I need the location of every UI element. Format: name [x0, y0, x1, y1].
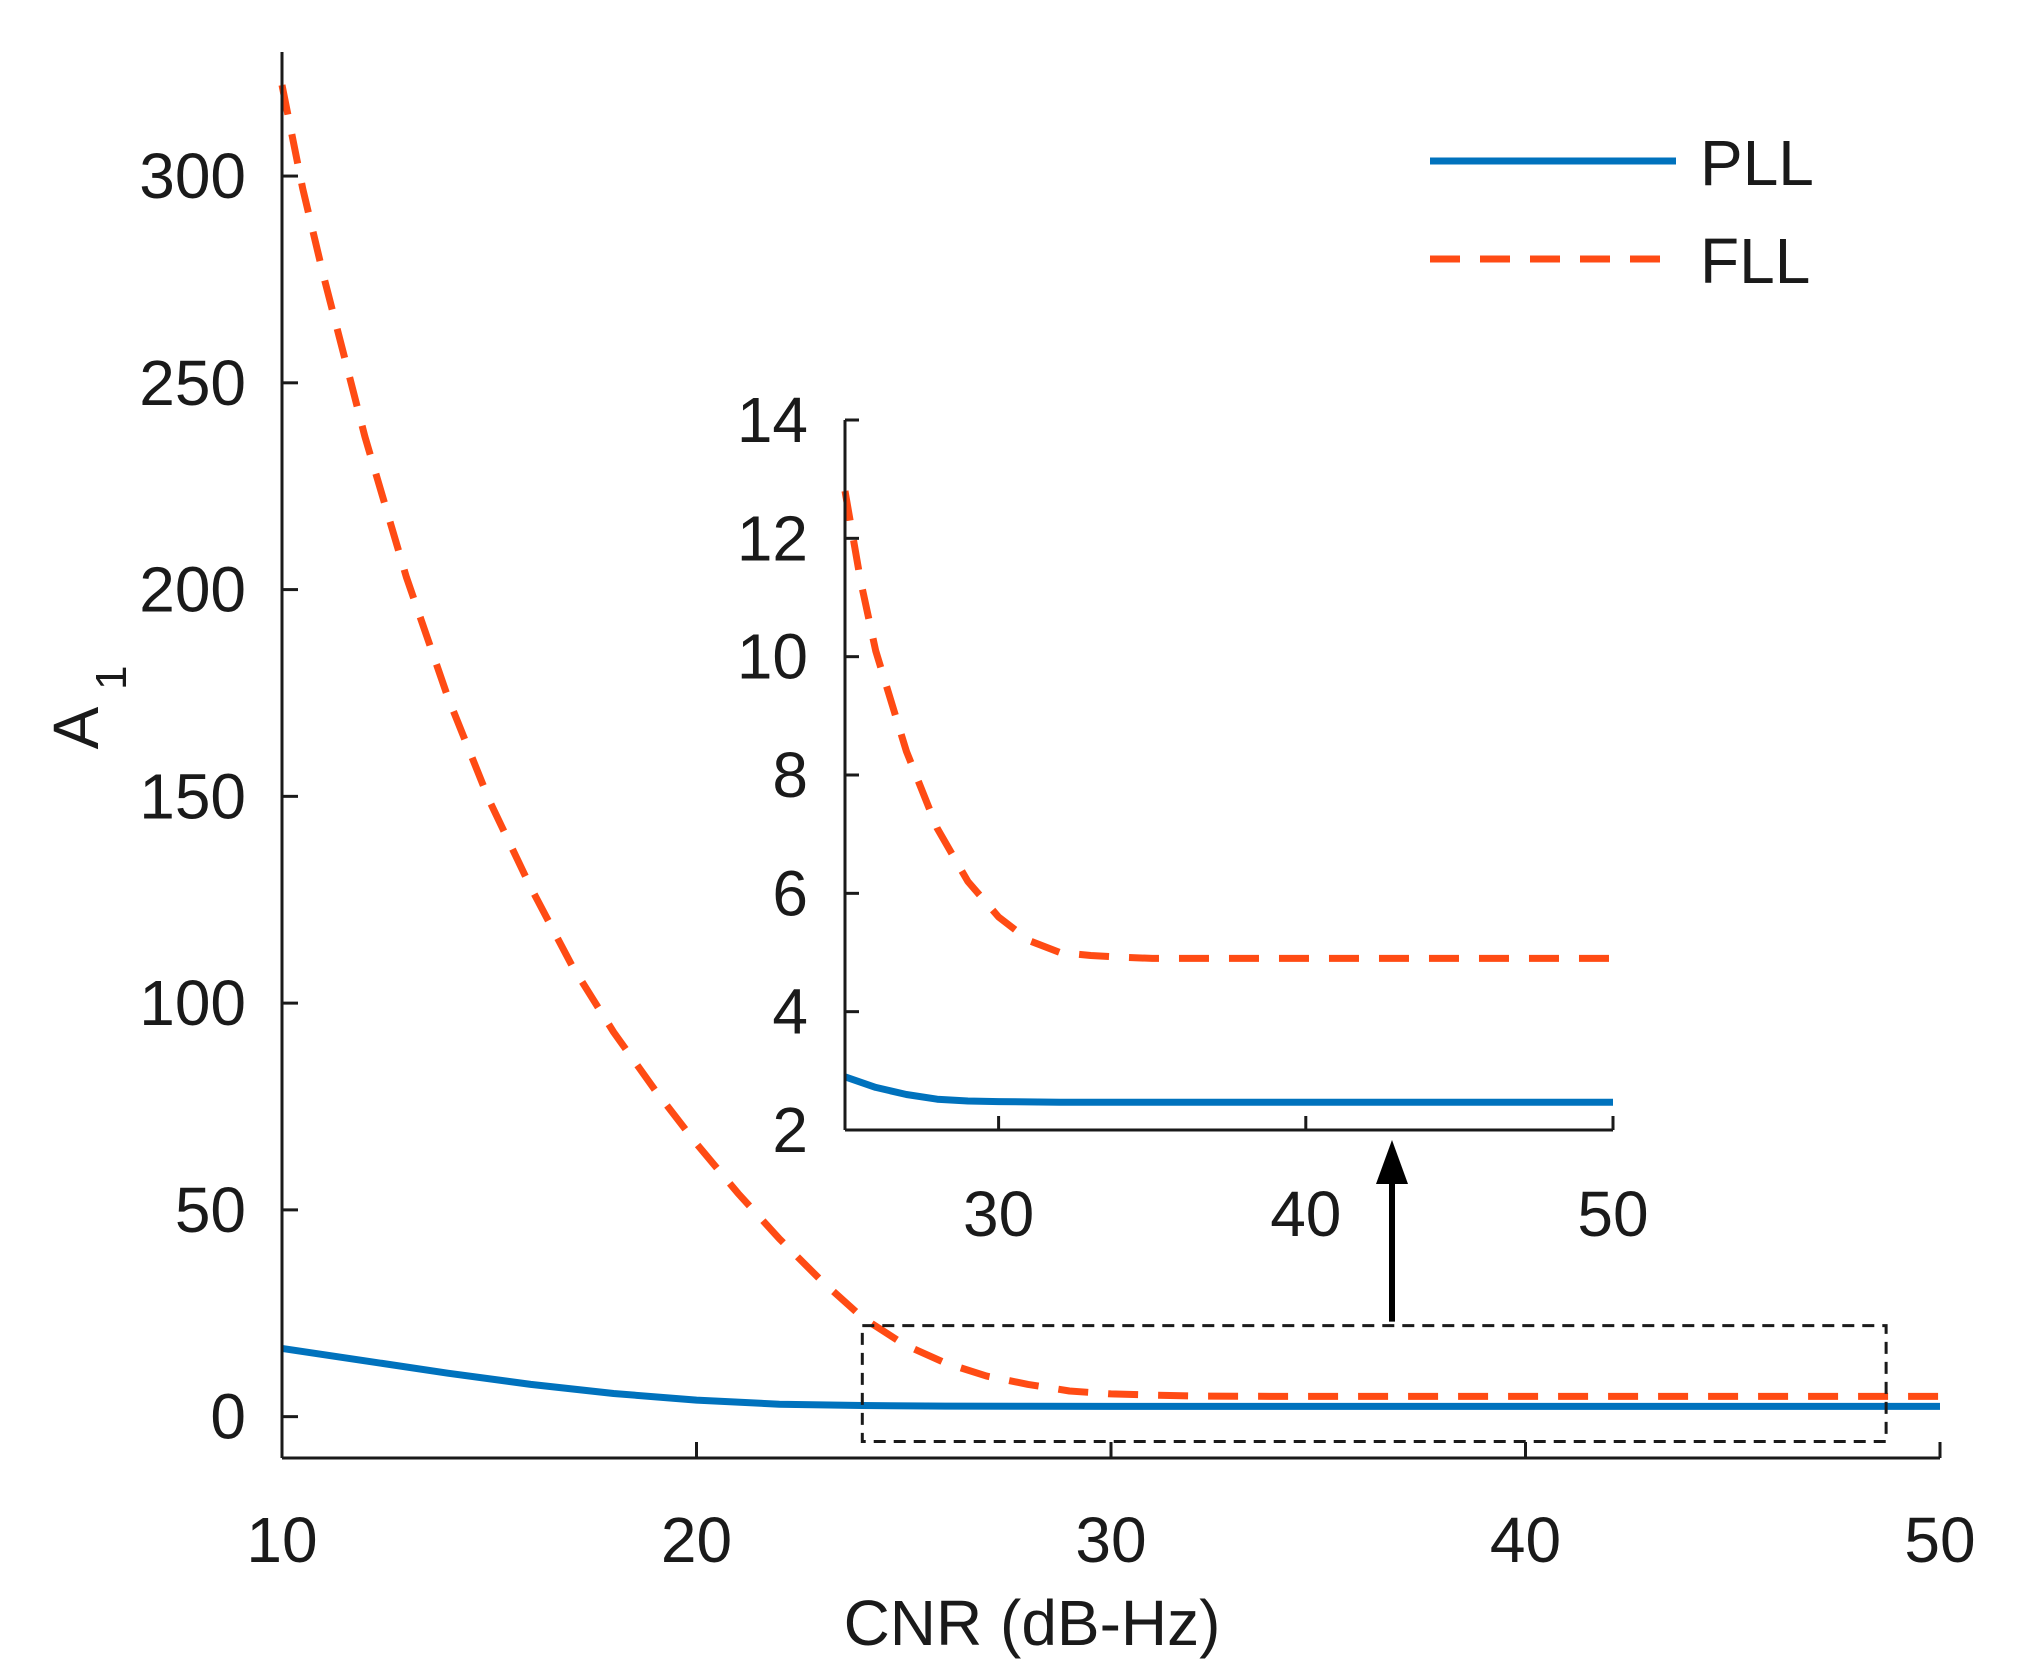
inset-y-tick-label: 6	[772, 857, 808, 929]
main-x-tick-label: 20	[661, 1504, 732, 1576]
inset-plot: 30 40 50 2 4 6 8 10 12 14	[737, 384, 1649, 1250]
inset-x-tick-label: 30	[963, 1178, 1034, 1250]
inset-y-tick-label: 12	[737, 502, 808, 574]
inset-series-fll	[841, 490, 1613, 962]
inset-series-pll	[843, 1073, 1613, 1106]
main-y-tick-label: 300	[139, 140, 246, 212]
main-series-fll	[278, 84, 1940, 1400]
inset-ticks-group: 30 40 50 2 4 6 8 10 12 14	[737, 384, 1649, 1250]
x-axis-label: CNR (dB-Hz)	[844, 1587, 1221, 1659]
inset-y-tick-label: 14	[737, 384, 808, 456]
main-series-pll	[281, 1344, 1940, 1410]
legend: PLL FLL	[1430, 127, 1814, 297]
main-y-tick-label: 200	[139, 554, 246, 626]
main-x-tick-label: 50	[1904, 1504, 1975, 1576]
zoom-arrow	[1376, 1140, 1408, 1322]
y-axis-label: A	[40, 706, 112, 749]
main-y-tick-label: 50	[175, 1174, 246, 1246]
inset-x-tick-label: 40	[1270, 1178, 1341, 1250]
inset-y-tick-label: 2	[772, 1094, 808, 1166]
y-axis-label-group: A 1	[40, 666, 136, 750]
inset-y-tick-label: 10	[737, 621, 808, 693]
main-x-tick-label: 10	[246, 1504, 317, 1576]
inset-y-tick-label: 4	[772, 976, 808, 1048]
legend-label-pll: PLL	[1700, 127, 1814, 199]
main-y-tick-label: 100	[139, 967, 246, 1039]
main-x-tick-label: 40	[1490, 1504, 1561, 1576]
zoom-arrow-head	[1376, 1140, 1408, 1184]
y-axis-label-subscript: 1	[87, 666, 136, 690]
inset-y-tick-label: 8	[772, 739, 808, 811]
main-y-tick-label: 150	[139, 760, 246, 832]
main-x-tick-label: 30	[1075, 1504, 1146, 1576]
main-y-tick-label: 0	[210, 1381, 246, 1453]
legend-label-fll: FLL	[1700, 225, 1810, 297]
main-y-tick-label: 250	[139, 347, 246, 419]
inset-series-group	[841, 490, 1613, 1106]
inset-x-tick-label: 50	[1577, 1178, 1648, 1250]
main-series-group	[278, 84, 1940, 1410]
zoom-region-box	[860, 1324, 1888, 1443]
